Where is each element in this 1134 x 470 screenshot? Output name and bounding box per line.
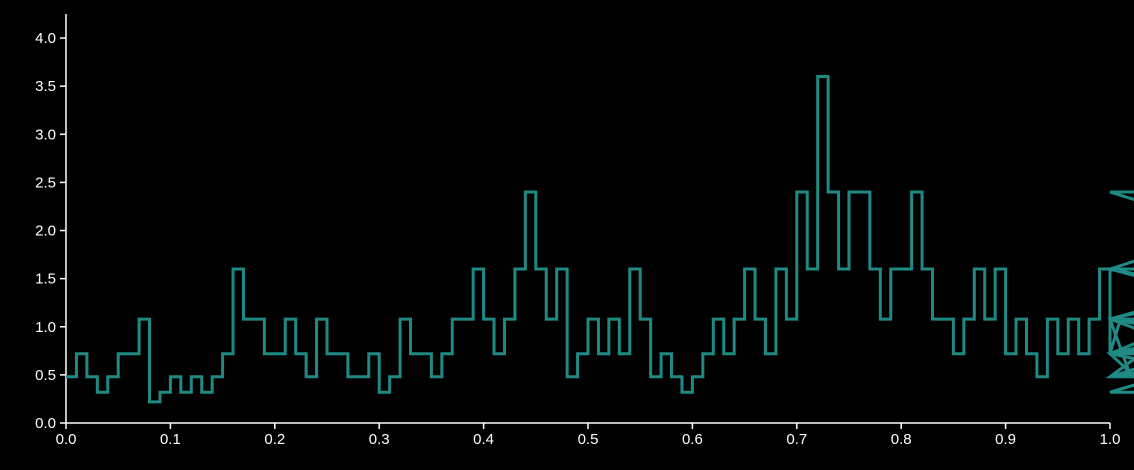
y-tick-label: 1.0 xyxy=(35,319,56,336)
y-tick-label: 4.0 xyxy=(35,30,56,47)
x-tick-label: 0.3 xyxy=(369,431,390,448)
x-tick-label: 0.1 xyxy=(160,431,181,448)
x-axis-ticks: 0.0 0.1 0.2 0.3 0.4 0.5 0.6 0.7 0.8 0.9 1.0 xyxy=(56,423,1121,448)
x-tick-label: 0.8 xyxy=(891,431,912,448)
x-tick-label: 0.0 xyxy=(56,431,77,448)
x-tick-label: 1.0 xyxy=(1100,431,1121,448)
y-tick-label: 0.5 xyxy=(35,367,56,384)
x-tick-label: 0.2 xyxy=(264,431,285,448)
x-tick-label: 0.5 xyxy=(578,431,599,448)
x-tick-label: 0.4 xyxy=(473,431,494,448)
y-tick-label: 2.0 xyxy=(35,223,56,240)
y-tick-label: 0.0 xyxy=(35,415,56,432)
y-tick-label: 3.5 xyxy=(35,78,56,95)
x-tick-label: 0.9 xyxy=(995,431,1016,448)
series-step-line xyxy=(66,75,1134,404)
y-tick-label: 1.5 xyxy=(35,271,56,288)
series-layer xyxy=(66,75,1134,404)
y-axis-ticks: 0.0 0.5 1.0 1.5 2.0 2.5 3.0 3.5 4.0 xyxy=(35,30,66,432)
x-tick-label: 0.7 xyxy=(786,431,807,448)
y-tick-label: 2.5 xyxy=(35,174,56,191)
y-tick-label: 3.0 xyxy=(35,126,56,143)
x-tick-label: 0.6 xyxy=(682,431,703,448)
